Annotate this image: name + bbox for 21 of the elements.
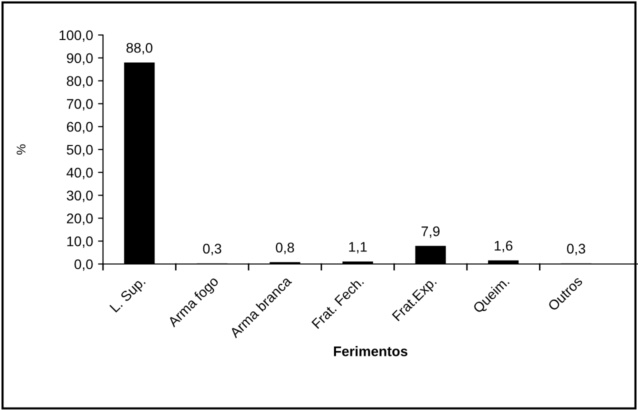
data-label: 0,3	[203, 244, 222, 256]
data-label: 7,9	[422, 226, 440, 238]
data-label: 1,6	[494, 240, 512, 252]
y-tick-label: 50,0	[66, 144, 93, 156]
data-label: 0,8	[276, 242, 294, 254]
y-tick-label: 20,0	[66, 214, 93, 226]
data-label: 88,0	[126, 42, 152, 54]
x-tick-label: L. Sup.	[109, 276, 148, 315]
x-axis-title: Ferimentos	[334, 346, 408, 356]
y-tick-label: 0,0	[74, 259, 93, 271]
data-label: 1,1	[349, 242, 367, 254]
y-tick-label: 30,0	[66, 190, 93, 202]
y-axis-title: %	[16, 144, 26, 155]
y-tick-label: 100,0	[60, 30, 93, 42]
y-tick-label: 90,0	[66, 53, 93, 65]
data-label: 0,3	[567, 244, 586, 256]
y-tick-label: 10,0	[67, 236, 93, 248]
y-tick-label: 80,0	[66, 76, 93, 88]
y-tick-label: 40,0	[66, 168, 93, 180]
y-tick-label: 60,0	[66, 122, 93, 134]
y-tick-label: 70,0	[66, 99, 93, 111]
